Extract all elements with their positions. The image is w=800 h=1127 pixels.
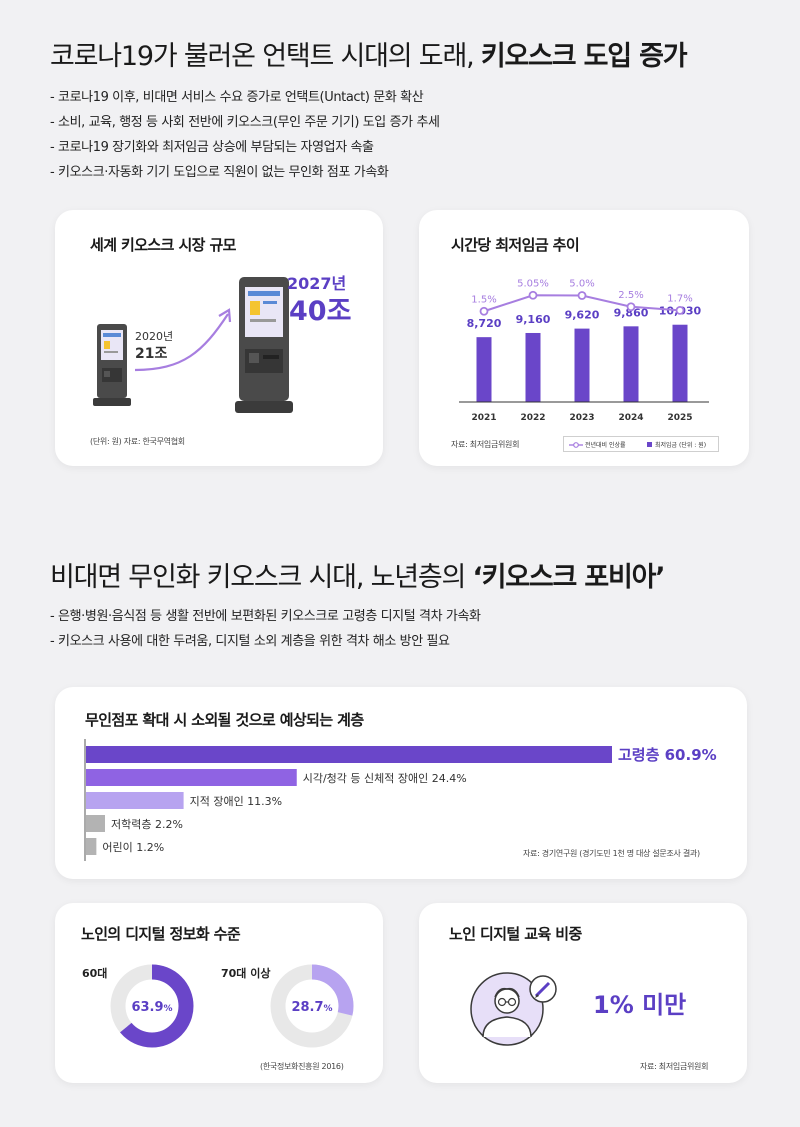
rate-point: [626, 302, 636, 312]
bullet-item: 키오스크·자동화 기기 도입으로 직원이 없는 무인화 점포 가속화: [50, 160, 440, 185]
legend-rate-label: 전년대비 인상률: [585, 442, 626, 449]
digital-edu-value: 1% 미만: [593, 991, 687, 1019]
growth-arrow-icon: [134, 308, 232, 372]
excluded-groups-chart: 고령층 60.9% 시각/청각 등 신체적 장애인 24.4% 지적 장애인 11.…: [84, 739, 717, 861]
wage-data-label: 9,860: [614, 306, 649, 319]
group1-label: 60대: [82, 967, 108, 980]
x-tick-label: 2025: [667, 413, 692, 422]
wage-bar: [672, 324, 688, 402]
category-bar-label: 고령층 60.9%: [618, 746, 717, 764]
x-tick-label: 2021: [471, 413, 496, 422]
min-wage-legend: 전년대비 인상률 최저임금 (단위 : 원): [563, 436, 719, 452]
digital-edu-title: 노인 디지털 교육 비중: [449, 925, 582, 943]
donut-value-percent: %: [324, 1004, 333, 1014]
rate-data-label: 1.7%: [667, 293, 692, 304]
digital-info-donuts: 63.9% 28.7%: [110, 964, 354, 1048]
donut-value-label: 63.9%: [131, 1000, 172, 1015]
section2-title-normal: 비대면 무인화 키오스크 시대, 노년층의: [50, 562, 473, 593]
donut-segment: [270, 964, 354, 1048]
legend-rate-line-icon: [569, 442, 583, 448]
kiosk-large-icon: [235, 277, 293, 413]
year-2020-value: 21조: [135, 346, 168, 362]
category-bar: [86, 838, 97, 855]
donut-value-percent: %: [164, 1004, 173, 1014]
donut-value-number: 28.7: [291, 1000, 323, 1015]
bullet-item: 코로나19 장기화와 최저임금 상승에 부담되는 자영업자 속출: [50, 135, 440, 160]
bullet-item: 은행·병원·음식점 등 생활 전반에 보편화된 키오스크로 고령층 디지털 격차…: [50, 604, 481, 629]
category-bar-label: 지적 장애인 11.3%: [190, 795, 283, 808]
wage-data-label: 9,160: [516, 313, 551, 326]
digital-info-title: 노인의 디지털 정보화 수준: [81, 925, 241, 943]
min-wage-chart: 8,72020219,16020229,62020239,860202410,0…: [459, 278, 709, 422]
excluded-groups-title: 무인점포 확대 시 소외될 것으로 예상되는 계층: [85, 711, 364, 729]
rate-point: [528, 290, 538, 300]
excluded-groups-source: 자료: 경기연구원 (경기도민 1천 명 대상 설문조사 결과): [523, 849, 700, 858]
digital-info-source: (한국정보화진흥원 2016): [260, 1062, 344, 1071]
wage-data-label: 9,620: [565, 309, 600, 322]
rate-data-label: 1.5%: [471, 294, 496, 305]
category-bar-label: 저학력층 2.2%: [111, 818, 183, 831]
year-2020-label: 2020년: [135, 330, 174, 343]
section1-title-normal: 코로나19가 불러온 언택트 시대의 도래,: [50, 41, 481, 72]
legend-wage-swatch: [647, 442, 652, 447]
section1-bullets: 코로나19 이후, 비대면 서비스 수요 증가로 언택트(Untact) 문화 …: [50, 85, 440, 185]
wage-bar: [623, 326, 639, 402]
category-bar: [86, 746, 612, 763]
year-2027-value: 40조: [289, 296, 352, 327]
x-tick-label: 2023: [569, 413, 594, 422]
excluded-groups-card: 무인점포 확대 시 소외될 것으로 예상되는 계층 고령층 60.9% 시각/청각…: [55, 687, 747, 879]
rate-data-label: 5.0%: [569, 279, 594, 290]
bullet-item: 키오스크 사용에 대한 두려움, 디지털 소외 계층을 위한 격차 해소 방안 …: [50, 629, 481, 654]
elderly-person-icon: [470, 972, 557, 1046]
category-bar: [86, 792, 184, 809]
donut-segment: [110, 964, 194, 1048]
section2-title-bold: ‘키오스크 포비아’: [472, 562, 666, 593]
rate-data-label: 2.5%: [618, 290, 643, 301]
donut-value-label: 28.7%: [291, 1000, 332, 1015]
wage-data-label: 8,720: [467, 317, 502, 330]
rate-point: [479, 306, 489, 316]
min-wage-card: 시간당 최저임금 추이 8,720 2021 9,160 2022 9,620 2023 9…: [419, 210, 749, 466]
section2-bullets: 은행·병원·음식점 등 생활 전반에 보편화된 키오스크로 고령층 디지털 격차…: [50, 604, 481, 654]
digital-info-card: 노인의 디지털 정보화 수준 60대 70대 이상 63.9% 28.7% (한국…: [55, 903, 383, 1083]
group2-label: 70대 이상: [221, 967, 271, 980]
category-bar: [86, 815, 106, 832]
market-size-title: 세계 키오스크 시장 규모: [90, 236, 236, 254]
wage-bar: [574, 328, 590, 402]
rate-point: [577, 291, 587, 300]
section2-title: 비대면 무인화 키오스크 시대, 노년층의 ‘키오스크 포비아’: [50, 555, 666, 594]
wage-bar: [525, 332, 541, 402]
category-bar-label: 시각/청각 등 신체적 장애인 24.4%: [303, 772, 467, 785]
year-2027-label: 2027년: [287, 274, 347, 293]
rate-point: [675, 305, 685, 315]
wage-bar: [476, 337, 492, 402]
section1-title-bold: 키오스크 도입 증가: [480, 41, 688, 72]
market-size-card: 세계 키오스크 시장 규모 2020년 21조 2027년 40조 (단위: 원…: [55, 210, 383, 466]
min-wage-source: 자료: 최저임금위원회: [451, 440, 520, 449]
bullet-item: 코로나19 이후, 비대면 서비스 수요 증가로 언택트(Untact) 문화 …: [50, 85, 440, 110]
digital-edu-card: 노인 디지털 교육 비중 1% 미만 자료: 최저임금위원회: [419, 903, 747, 1083]
rate-data-label: 5.05%: [517, 278, 549, 289]
section1-title: 코로나19가 불러온 언택트 시대의 도래, 키오스크 도입 증가: [50, 34, 688, 73]
kiosk-small-icon: [93, 324, 131, 406]
donut-value-number: 63.9: [131, 1000, 163, 1015]
category-bar: [86, 769, 297, 786]
category-bar-label: 어린이 1.2%: [102, 841, 164, 854]
legend-wage-label: 최저임금 (단위 : 원): [655, 442, 707, 449]
x-tick-label: 2024: [618, 413, 643, 422]
min-wage-title: 시간당 최저임금 추이: [451, 236, 580, 254]
market-size-source: (단위: 원) 자료: 한국무역협회: [90, 437, 185, 446]
x-tick-label: 2022: [520, 413, 545, 422]
bullet-item: 소비, 교육, 행정 등 사회 전반에 키오스크(무인 주문 기기) 도입 증가…: [50, 110, 440, 135]
digital-edu-source: 자료: 최저임금위원회: [640, 1062, 709, 1071]
